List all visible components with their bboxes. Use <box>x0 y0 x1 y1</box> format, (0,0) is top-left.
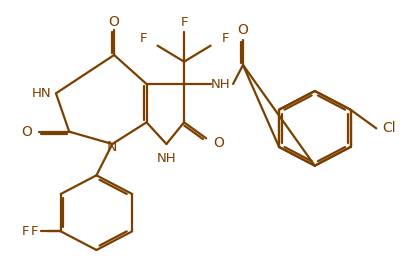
Text: HN: HN <box>32 87 51 100</box>
Text: NH: NH <box>211 78 231 91</box>
Text: F: F <box>22 225 30 238</box>
Text: F: F <box>180 16 188 29</box>
Text: F: F <box>30 225 38 238</box>
Text: O: O <box>213 136 224 150</box>
Text: O: O <box>238 23 248 37</box>
Text: Cl: Cl <box>382 121 396 135</box>
Text: O: O <box>21 125 32 139</box>
Text: F: F <box>222 32 229 45</box>
Text: O: O <box>109 15 119 29</box>
Text: NH: NH <box>157 152 176 165</box>
Text: N: N <box>107 140 117 154</box>
Text: F: F <box>140 32 147 45</box>
